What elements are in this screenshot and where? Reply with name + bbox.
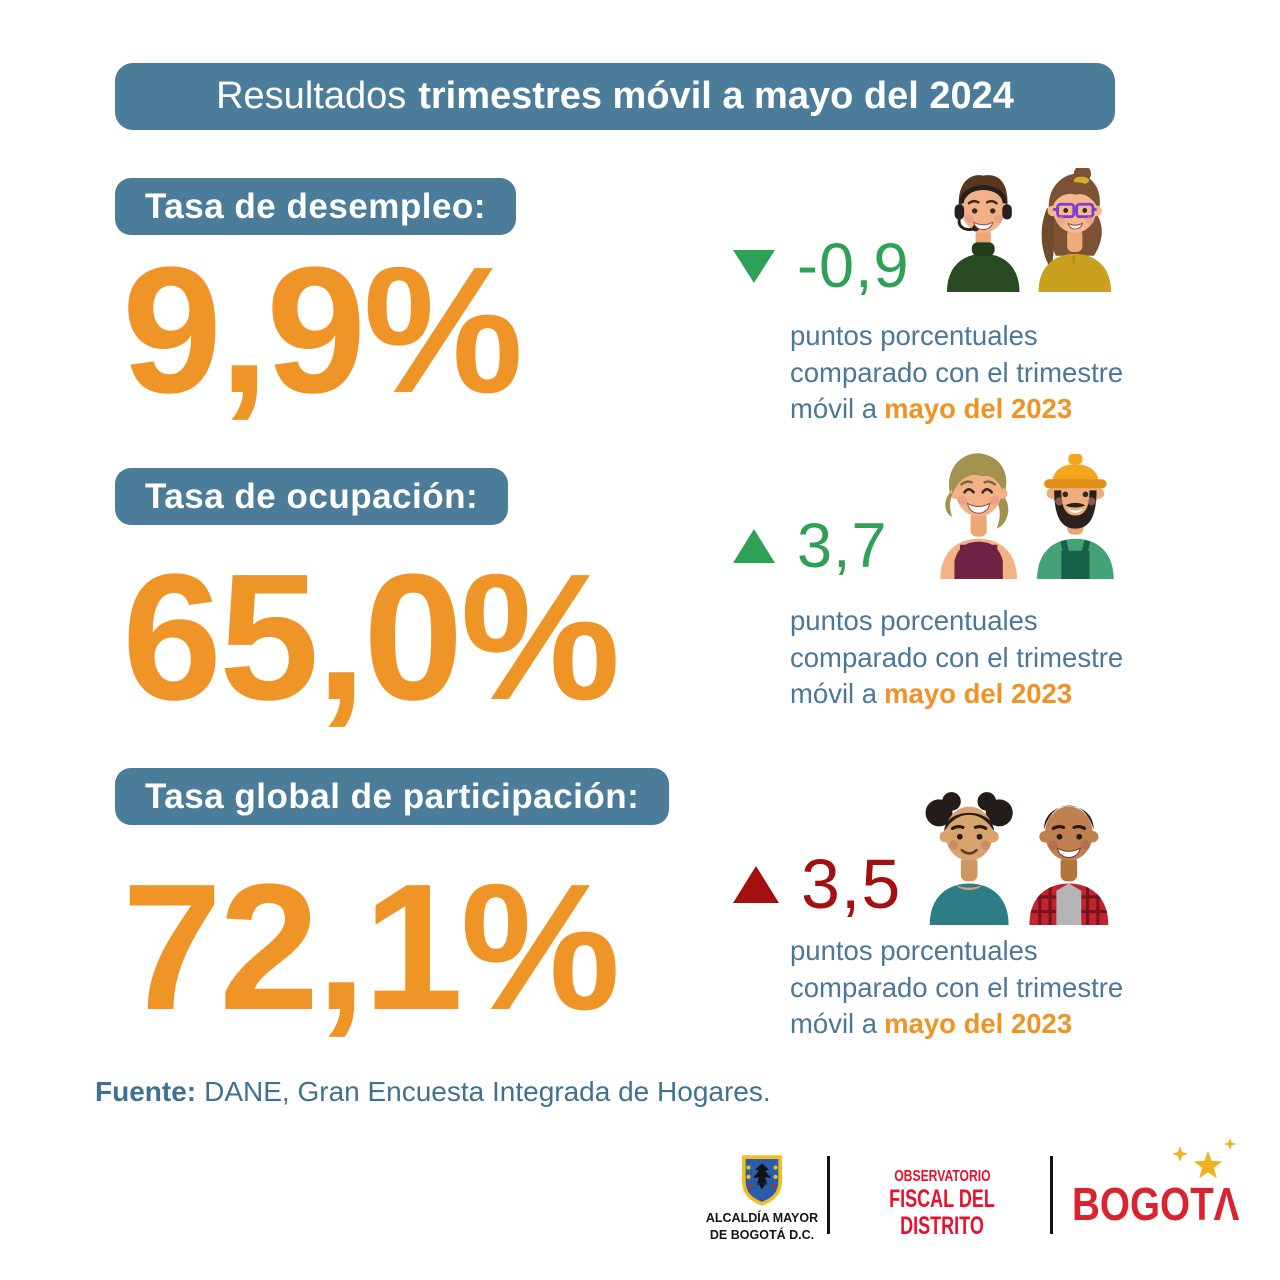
alcaldia-crest-icon xyxy=(741,1155,783,1206)
section-label-participacion: Tasa global de participación: xyxy=(115,768,670,825)
observatorio-line2: FISCAL DEL DISTRITO xyxy=(889,1184,995,1241)
woman-wavy-hair-avatar xyxy=(940,453,1017,579)
alcaldia-label: ALCALDÍA MAYOR DE BOGOTÁ D.C. xyxy=(702,1210,822,1244)
delta-ocupacion: 3,7 xyxy=(733,510,888,582)
caption-line: puntos porcentuales xyxy=(790,605,1038,636)
source-label: Fuente: xyxy=(95,1076,197,1107)
caption-line: puntos porcentuales xyxy=(790,935,1038,966)
value-desempleo: 9,9% xyxy=(122,230,523,431)
caption-line: móvil a mayo del 2023 xyxy=(790,676,1190,713)
avatar-pair-desempleo xyxy=(946,168,1112,292)
comparison-caption-ocupacion: puntos porcentuales comparado con el tri… xyxy=(790,603,1190,713)
alcaldia-line2: DE BOGOTÁ D.C. xyxy=(709,1227,815,1242)
avatar-pair-participacion xyxy=(925,792,1109,925)
value-participacion: 72,1% xyxy=(122,847,620,1048)
delta-value-ocupacion: 3,7 xyxy=(797,511,888,581)
man-plaid-shirt-avatar xyxy=(1029,805,1109,925)
caption-line: comparado con el trimestre xyxy=(790,356,1124,388)
avatar-pair-ocupacion xyxy=(940,453,1114,579)
caption-highlight-year: mayo del 2023 xyxy=(884,1008,1073,1040)
caption-line3-prefix: móvil a xyxy=(790,393,878,425)
bogota-lambda: Λ xyxy=(1213,1178,1240,1230)
caption-line: móvil a mayo del 2023 xyxy=(790,1006,1190,1043)
caption-line: comparado con el trimestre xyxy=(790,971,1124,1003)
trend-down-icon xyxy=(733,249,775,283)
bogota-stars-icon xyxy=(1172,1138,1236,1179)
observatorio-logo: OBSERVATORIO FISCAL DEL DISTRITO xyxy=(852,1168,1032,1241)
value-ocupacion: 65,0% xyxy=(122,537,620,738)
footer-divider xyxy=(827,1156,830,1234)
source-note: Fuente: DANE, Gran Encuesta Integrada de … xyxy=(95,1076,771,1108)
trend-up-icon xyxy=(733,529,775,563)
caption-highlight-year: mayo del 2023 xyxy=(884,393,1073,425)
caption-line: móvil a mayo del 2023 xyxy=(790,391,1190,428)
bogota-logo: BOGOTΛ xyxy=(1072,1177,1239,1231)
delta-desempleo: -0,9 xyxy=(733,230,910,302)
alcaldia-line1: ALCALDÍA MAYOR xyxy=(705,1211,819,1225)
caption-line: comparado con el trimestre xyxy=(790,641,1124,673)
header-banner: Resultados trimestres móvil a mayo del 2… xyxy=(115,63,1115,130)
woman-with-glasses-avatar xyxy=(1038,168,1112,292)
header-title-bold: trimestres móvil a mayo del 2024 xyxy=(418,75,1014,117)
girl-afro-puffs-avatar xyxy=(925,792,1013,925)
delta-participacion: 3,5 xyxy=(733,845,901,923)
caption-highlight-year: mayo del 2023 xyxy=(884,678,1073,710)
caption-line: puntos porcentuales xyxy=(790,320,1038,351)
observatorio-line1: OBSERVATORIO xyxy=(893,1168,991,1185)
source-text: DANE, Gran Encuesta Integrada de Hogares… xyxy=(204,1076,771,1107)
comparison-caption-desempleo: puntos porcentuales comparado con el tri… xyxy=(790,318,1190,428)
delta-value-desempleo: -0,9 xyxy=(797,231,910,301)
section-label-desempleo: Tasa de desempleo: xyxy=(115,178,516,235)
header-title-prefix: Resultados xyxy=(216,75,407,117)
caption-line3-prefix: móvil a xyxy=(790,1008,878,1040)
construction-worker-avatar xyxy=(1037,454,1114,579)
delta-value-participacion: 3,5 xyxy=(801,845,902,923)
bogota-wordmark-text: BOGOT xyxy=(1072,1178,1214,1230)
comparison-caption-participacion: puntos porcentuales comparado con el tri… xyxy=(790,933,1190,1043)
caption-line3-prefix: móvil a xyxy=(790,678,878,710)
trend-up-icon xyxy=(733,865,779,903)
man-with-headset-avatar xyxy=(946,175,1020,292)
footer-divider xyxy=(1050,1156,1053,1234)
section-label-ocupacion: Tasa de ocupación: xyxy=(115,468,509,525)
